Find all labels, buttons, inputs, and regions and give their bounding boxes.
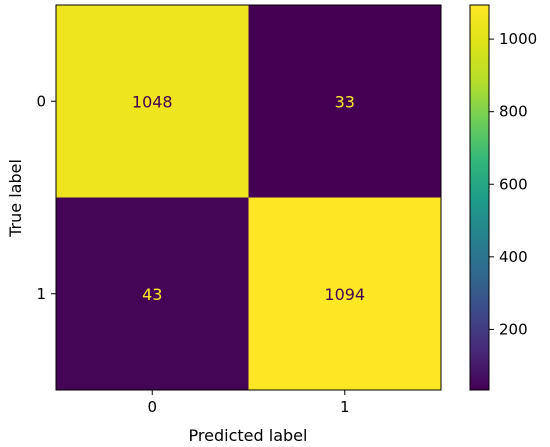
colorbar-tick-label: 200: [499, 320, 528, 338]
cell-value-label: 1094: [324, 285, 365, 304]
plot-frame: [55, 4, 442, 391]
colorbar-tick-label: 800: [499, 103, 528, 121]
heatmap-cell: [56, 197, 249, 390]
colorbar-ticks: 200 400 600 800 1000: [489, 30, 537, 338]
heatmap-cell-labels: 1048 33 43 1094: [132, 92, 365, 304]
colorbar: [469, 4, 490, 391]
y-axis-label: True label: [6, 159, 25, 238]
cell-value-label: 43: [142, 285, 162, 304]
heatmap-cell: [56, 5, 249, 198]
y-axis: 01: [36, 92, 56, 303]
x-axis-label: Predicted label: [189, 426, 308, 445]
x-tick-label: 1: [340, 398, 350, 416]
y-tick-label: 0: [36, 92, 46, 110]
colorbar-tick-label: 400: [499, 248, 528, 266]
colorbar-tick-label: 600: [499, 175, 528, 193]
x-tick-label: 0: [147, 398, 157, 416]
heatmap-cells: [56, 5, 441, 390]
cell-value-label: 33: [335, 92, 355, 111]
y-tick-label: 1: [36, 285, 46, 303]
colorbar-tick-label: 1000: [499, 30, 537, 48]
cell-value-label: 1048: [132, 92, 173, 111]
heatmap-cell: [248, 5, 441, 198]
heatmap-cell: [248, 197, 441, 390]
